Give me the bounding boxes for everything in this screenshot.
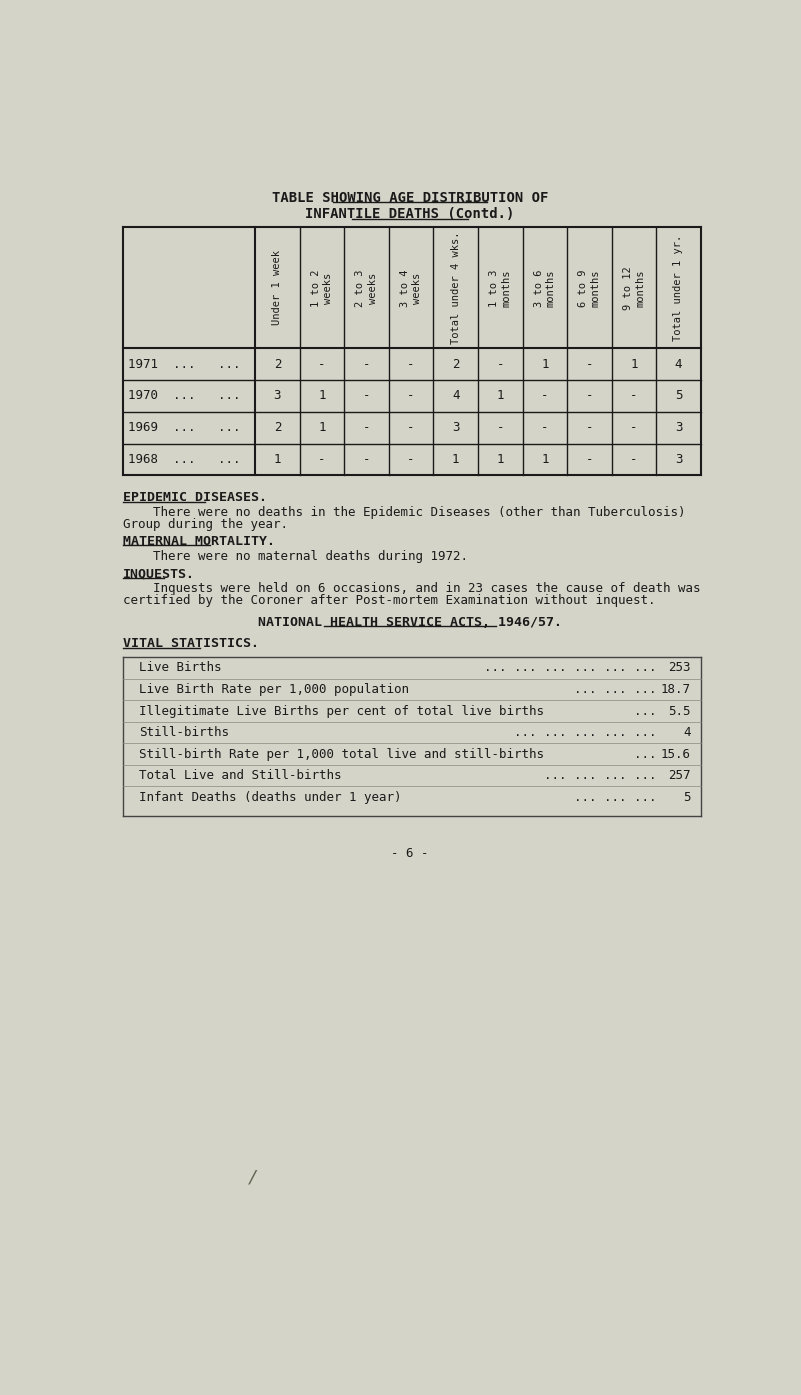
- Text: 1: 1: [318, 421, 326, 434]
- Text: 1: 1: [541, 453, 549, 466]
- Text: 1: 1: [630, 357, 638, 371]
- Text: 1: 1: [541, 357, 549, 371]
- Text: 257: 257: [668, 769, 690, 783]
- Text: 4: 4: [452, 389, 460, 403]
- Text: /: /: [248, 1169, 258, 1186]
- Text: -: -: [363, 453, 370, 466]
- Text: ... ... ... ...: ... ... ... ...: [544, 769, 657, 783]
- Text: Total under 4 wks.: Total under 4 wks.: [451, 232, 461, 345]
- Text: 1: 1: [452, 453, 460, 466]
- Text: 5: 5: [674, 389, 682, 403]
- Text: Live Birth Rate per 1,000 population: Live Birth Rate per 1,000 population: [139, 684, 409, 696]
- Text: NATIONAL HEALTH SERVICE ACTS, 1946/57.: NATIONAL HEALTH SERVICE ACTS, 1946/57.: [258, 615, 562, 629]
- Text: -: -: [586, 389, 593, 403]
- Text: 1971  ...   ...: 1971 ... ...: [128, 357, 240, 371]
- Text: VITAL STATISTICS.: VITAL STATISTICS.: [123, 638, 260, 650]
- Text: 18.7: 18.7: [661, 684, 690, 696]
- Text: -: -: [630, 389, 638, 403]
- Text: 6 to 9
months: 6 to 9 months: [578, 269, 601, 307]
- Text: TABLE SHOWING AGE DISTRIBUTION OF: TABLE SHOWING AGE DISTRIBUTION OF: [272, 191, 549, 205]
- Text: 3: 3: [274, 389, 281, 403]
- Text: -: -: [497, 421, 504, 434]
- Text: -: -: [408, 421, 415, 434]
- Text: 2: 2: [274, 421, 281, 434]
- Text: 2 to 3
weeks: 2 to 3 weeks: [356, 269, 378, 307]
- Text: 4: 4: [674, 357, 682, 371]
- Text: Live Births: Live Births: [139, 661, 221, 674]
- Text: INFANTILE DEATHS (Contd.): INFANTILE DEATHS (Contd.): [305, 208, 515, 222]
- Text: -: -: [497, 357, 504, 371]
- Text: -: -: [363, 421, 370, 434]
- Text: -: -: [408, 453, 415, 466]
- Text: ... ... ...: ... ... ...: [574, 791, 657, 804]
- Text: 1970  ...   ...: 1970 ... ...: [128, 389, 240, 403]
- Text: 253: 253: [668, 661, 690, 674]
- Text: -: -: [630, 421, 638, 434]
- Text: -: -: [586, 453, 593, 466]
- Text: 1968  ...   ...: 1968 ... ...: [128, 453, 240, 466]
- Text: 1: 1: [318, 389, 326, 403]
- Text: 3 to 6
months: 3 to 6 months: [533, 269, 556, 307]
- Text: EPIDEMIC DISEASES.: EPIDEMIC DISEASES.: [123, 491, 268, 504]
- Text: INQUESTS.: INQUESTS.: [123, 566, 195, 580]
- Text: MATERNAL MORTALITY.: MATERNAL MORTALITY.: [123, 534, 276, 548]
- Text: 15.6: 15.6: [661, 748, 690, 760]
- Text: 1969  ...   ...: 1969 ... ...: [128, 421, 240, 434]
- Text: 3: 3: [674, 453, 682, 466]
- Text: ... ... ... ... ... ...: ... ... ... ... ... ...: [484, 661, 657, 674]
- Text: -: -: [318, 357, 326, 371]
- Text: -: -: [363, 389, 370, 403]
- Text: Illegitimate Live Births per cent of total live births: Illegitimate Live Births per cent of tot…: [139, 704, 544, 717]
- Text: 1: 1: [274, 453, 281, 466]
- Text: 2: 2: [452, 357, 460, 371]
- Text: Still-births: Still-births: [139, 725, 229, 739]
- Text: -: -: [318, 453, 326, 466]
- Text: ...: ...: [634, 704, 657, 717]
- Text: 1 to 3
months: 1 to 3 months: [489, 269, 511, 307]
- Text: 2: 2: [274, 357, 281, 371]
- Text: 5: 5: [683, 791, 690, 804]
- Text: Total under 1 yr.: Total under 1 yr.: [674, 234, 683, 340]
- Text: -: -: [408, 389, 415, 403]
- Text: Group during the year.: Group during the year.: [123, 518, 288, 530]
- Text: ... ... ... ... ...: ... ... ... ... ...: [514, 725, 657, 739]
- Text: -: -: [408, 357, 415, 371]
- Text: 5.5: 5.5: [668, 704, 690, 717]
- Text: Total Live and Still-births: Total Live and Still-births: [139, 769, 341, 783]
- Text: -: -: [541, 389, 549, 403]
- Text: ... ... ...: ... ... ...: [574, 684, 657, 696]
- Text: -: -: [586, 357, 593, 371]
- Text: 1: 1: [497, 389, 504, 403]
- Text: -: -: [541, 421, 549, 434]
- Text: -: -: [363, 357, 370, 371]
- Text: There were no maternal deaths during 1972.: There were no maternal deaths during 197…: [123, 550, 469, 564]
- Text: 3 to 4
weeks: 3 to 4 weeks: [400, 269, 422, 307]
- Text: Under 1 week: Under 1 week: [272, 251, 283, 325]
- Text: 3: 3: [674, 421, 682, 434]
- Text: There were no deaths in the Epidemic Diseases (other than Tuberculosis): There were no deaths in the Epidemic Dis…: [123, 506, 686, 519]
- Text: certified by the Coroner after Post-mortem Examination without inquest.: certified by the Coroner after Post-mort…: [123, 594, 656, 607]
- Text: ...: ...: [634, 748, 657, 760]
- Text: 1: 1: [497, 453, 504, 466]
- Text: 1 to 2
weeks: 1 to 2 weeks: [311, 269, 333, 307]
- Text: -: -: [630, 453, 638, 466]
- Text: 9 to 12
months: 9 to 12 months: [622, 266, 645, 310]
- Text: 4: 4: [683, 725, 690, 739]
- Text: Still-birth Rate per 1,000 total live and still-births: Still-birth Rate per 1,000 total live an…: [139, 748, 544, 760]
- Text: Infant Deaths (deaths under 1 year): Infant Deaths (deaths under 1 year): [139, 791, 401, 804]
- Text: -: -: [586, 421, 593, 434]
- Text: Inquests were held on 6 occasions, and in 23 cases the cause of death was: Inquests were held on 6 occasions, and i…: [123, 583, 701, 596]
- Text: - 6 -: - 6 -: [392, 847, 429, 859]
- Text: 3: 3: [452, 421, 460, 434]
